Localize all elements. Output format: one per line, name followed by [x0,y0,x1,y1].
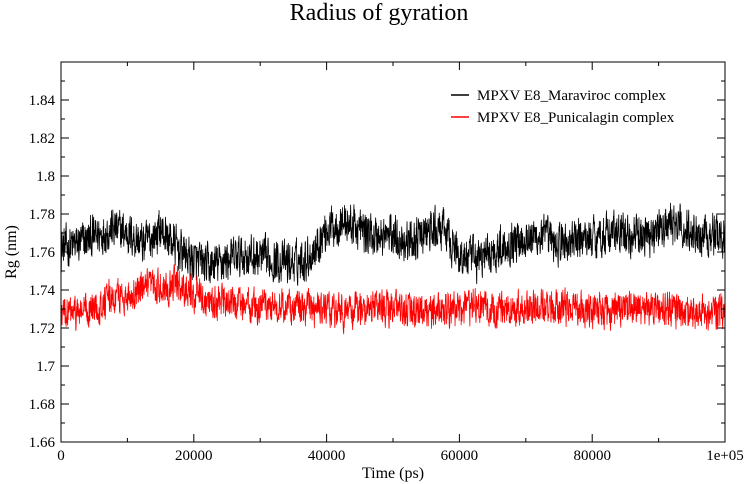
y-tick-label: 1.8 [36,169,55,185]
x-tick-label: 1e+05 [706,448,744,464]
y-tick-label: 1.7 [36,359,55,375]
x-axis-label: Time (ps) [362,465,424,482]
series-punicalagin-line [60,264,726,335]
y-tick-label: 1.66 [29,435,56,451]
plot-series-layer [60,202,726,335]
y-axis-ticks: 1.66 1.68 1.7 1.72 1.74 1.76 1.78 1.8 1.82 1.84 [29,80,725,451]
series-maraviroc-line [60,202,726,286]
y-tick-label: 1.82 [29,131,55,147]
x-tick-label: 0 [57,448,65,464]
y-axis-label: Rg (nm) [3,225,20,279]
y-tick-label: 1.68 [29,397,55,413]
x-axis-ticks: 0 20000 40000 60000 80000 1e+05 [57,62,744,464]
legend: MPXV E8_Maraviroc complex MPXV E8_Punica… [451,88,675,126]
y-tick-label: 1.84 [29,93,56,109]
y-tick-label: 1.76 [29,245,56,261]
x-tick-label: 20000 [175,448,213,464]
x-tick-label: 40000 [308,448,346,464]
y-tick-label: 1.78 [29,207,55,223]
y-tick-label: 1.74 [29,283,56,299]
chart-title: Radius of gyration [290,0,469,26]
x-tick-label: 80000 [573,448,611,464]
legend-label-punicalagin: MPXV E8_Punicalagin complex [477,110,675,126]
y-tick-label: 1.72 [29,321,55,337]
legend-label-maraviroc: MPXV E8_Maraviroc complex [477,88,666,104]
x-tick-label: 60000 [441,448,479,464]
